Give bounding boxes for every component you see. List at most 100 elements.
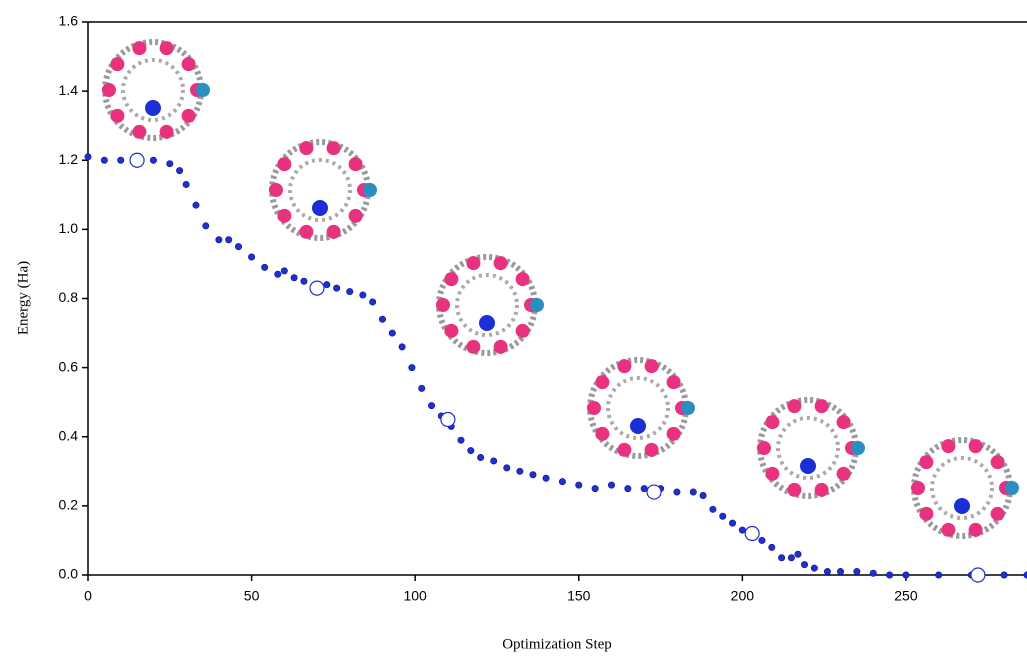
highlight-point — [970, 567, 986, 583]
atom — [466, 256, 481, 271]
atom — [990, 455, 1005, 470]
point — [516, 467, 524, 475]
atom — [277, 157, 292, 172]
x-tick-label: 200 — [731, 588, 755, 604]
atom — [159, 41, 174, 56]
atom — [145, 100, 161, 116]
point — [935, 571, 943, 579]
point — [1000, 571, 1008, 579]
atom — [954, 498, 970, 514]
point — [477, 453, 485, 461]
atom — [444, 323, 459, 338]
y-tick-label: 1.0 — [59, 220, 79, 236]
point — [398, 343, 406, 351]
atom — [666, 375, 681, 390]
y-tick-label: 0.2 — [59, 497, 79, 513]
atom — [466, 339, 481, 354]
atom — [836, 415, 851, 430]
atom — [196, 83, 210, 97]
point — [778, 554, 786, 562]
point — [467, 447, 475, 455]
atom — [493, 339, 508, 354]
atom — [941, 522, 956, 537]
atom — [269, 183, 283, 197]
cage — [269, 139, 371, 241]
point — [729, 519, 737, 527]
atom — [644, 359, 659, 374]
atom — [102, 83, 116, 97]
atom — [1005, 481, 1019, 495]
atom — [299, 224, 314, 239]
point — [290, 274, 298, 282]
point — [378, 315, 386, 323]
point — [823, 568, 831, 576]
atom — [363, 183, 377, 197]
atom — [765, 415, 780, 430]
atom — [757, 441, 771, 455]
point — [768, 543, 776, 551]
x-tick-label: 150 — [567, 588, 591, 604]
point — [624, 485, 632, 493]
point — [84, 153, 92, 161]
point — [300, 277, 308, 285]
atom — [630, 418, 646, 434]
point — [837, 568, 845, 576]
cage — [102, 39, 204, 141]
atom — [919, 506, 934, 521]
atom — [436, 298, 450, 312]
atom — [836, 466, 851, 481]
atom — [814, 399, 829, 414]
point — [787, 554, 795, 562]
highlight-point — [309, 280, 325, 296]
atom — [617, 442, 632, 457]
cage — [587, 357, 689, 459]
point — [640, 485, 648, 493]
x-tick-label: 50 — [244, 588, 260, 604]
point — [215, 236, 223, 244]
point — [359, 291, 367, 299]
y-tick-label: 1.4 — [59, 82, 79, 98]
x-tick-label: 250 — [894, 588, 918, 604]
atom — [990, 506, 1005, 521]
atom — [765, 466, 780, 481]
point — [192, 201, 200, 209]
point — [758, 536, 766, 544]
point — [428, 402, 436, 410]
atom — [530, 298, 544, 312]
x-axis-title: Optimization Step — [502, 636, 612, 652]
atom — [851, 441, 865, 455]
point — [794, 550, 802, 558]
y-tick-label: 0.6 — [59, 358, 79, 374]
atom — [787, 399, 802, 414]
point — [235, 243, 243, 251]
atom — [132, 41, 147, 56]
point — [457, 436, 465, 444]
point — [176, 167, 184, 175]
x-tick-label: 100 — [403, 588, 427, 604]
atom — [348, 157, 363, 172]
cage-inner — [288, 158, 352, 222]
structure-images — [102, 39, 1019, 539]
atom — [587, 401, 601, 415]
point — [542, 474, 550, 482]
highlight-point — [129, 152, 145, 168]
atom — [132, 124, 147, 139]
atom — [326, 224, 341, 239]
point — [388, 329, 396, 337]
atom — [515, 323, 530, 338]
atom — [681, 401, 695, 415]
atom — [941, 439, 956, 454]
point — [346, 288, 354, 296]
atom — [644, 442, 659, 457]
highlight-point — [440, 411, 456, 428]
atom — [968, 439, 983, 454]
atom — [181, 57, 196, 72]
point — [886, 571, 894, 579]
cage — [436, 254, 538, 356]
point — [902, 571, 910, 579]
cage-inner — [121, 58, 185, 122]
y-tick-label: 1.2 — [59, 151, 79, 167]
atom — [787, 482, 802, 497]
cage — [911, 437, 1013, 539]
